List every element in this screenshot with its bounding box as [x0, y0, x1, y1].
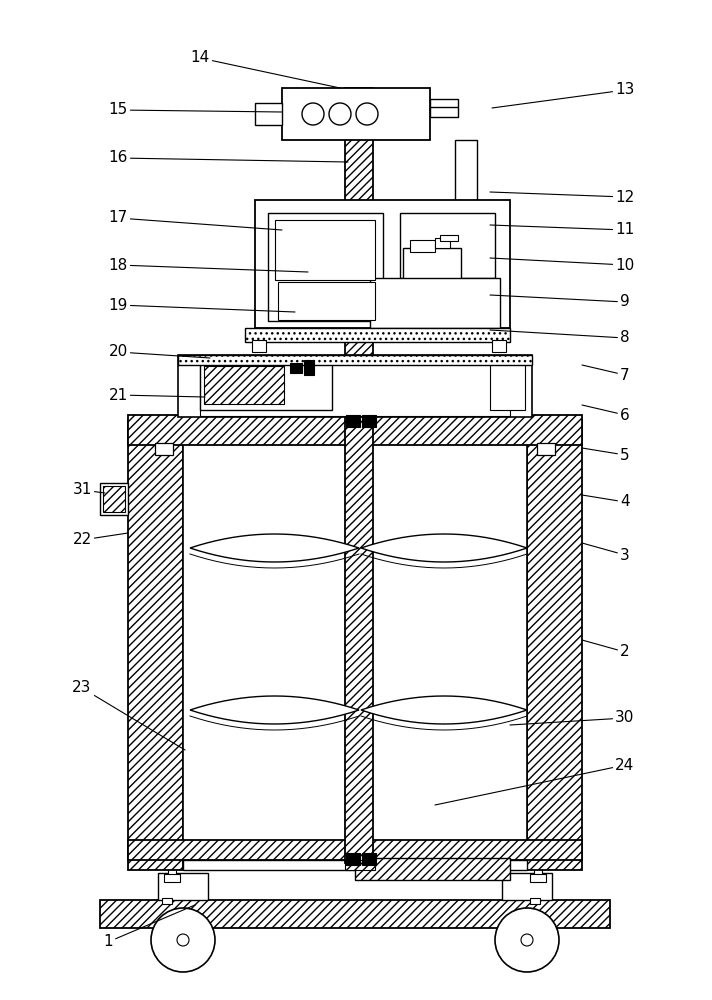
- Text: 7: 7: [582, 365, 630, 382]
- Bar: [537, 443, 555, 455]
- Bar: [200, 362, 332, 410]
- Bar: [534, 868, 542, 878]
- Text: 17: 17: [108, 211, 282, 230]
- Text: 3: 3: [582, 543, 630, 562]
- Text: 8: 8: [490, 330, 630, 346]
- Bar: [345, 88, 373, 863]
- Polygon shape: [190, 696, 359, 724]
- Bar: [345, 860, 375, 870]
- Polygon shape: [190, 534, 359, 562]
- Bar: [370, 278, 500, 328]
- Bar: [290, 363, 302, 373]
- Circle shape: [356, 103, 378, 125]
- Text: 4: 4: [582, 494, 630, 510]
- Bar: [178, 355, 532, 365]
- Bar: [502, 873, 552, 900]
- Text: 24: 24: [435, 758, 634, 805]
- Bar: [128, 840, 582, 860]
- Text: 2: 2: [582, 640, 630, 660]
- Bar: [168, 868, 176, 878]
- Polygon shape: [361, 534, 527, 562]
- Bar: [304, 360, 314, 375]
- Bar: [458, 245, 474, 277]
- Bar: [128, 415, 582, 445]
- Polygon shape: [361, 696, 527, 724]
- Bar: [158, 873, 208, 900]
- Bar: [527, 420, 582, 870]
- Bar: [204, 366, 284, 404]
- Bar: [162, 898, 172, 904]
- Circle shape: [302, 103, 324, 125]
- Bar: [282, 88, 430, 140]
- Bar: [255, 103, 282, 125]
- Bar: [490, 362, 525, 410]
- Bar: [450, 275, 482, 290]
- Bar: [164, 874, 180, 882]
- Text: 23: 23: [73, 680, 185, 750]
- Circle shape: [151, 908, 215, 972]
- Bar: [530, 898, 540, 904]
- Bar: [155, 443, 173, 455]
- Bar: [128, 420, 183, 870]
- Bar: [492, 340, 506, 352]
- Bar: [103, 486, 125, 512]
- Text: 6: 6: [582, 405, 630, 422]
- Bar: [450, 225, 482, 245]
- Bar: [403, 248, 461, 280]
- Text: 21: 21: [108, 387, 205, 402]
- Bar: [100, 483, 128, 515]
- Text: 15: 15: [108, 103, 282, 117]
- Bar: [400, 213, 495, 278]
- Bar: [255, 200, 510, 328]
- Bar: [268, 213, 383, 321]
- Circle shape: [495, 908, 559, 972]
- Bar: [200, 358, 510, 416]
- Text: 13: 13: [492, 83, 634, 108]
- Text: 20: 20: [108, 344, 210, 360]
- Text: 11: 11: [490, 223, 634, 237]
- Bar: [355, 858, 510, 880]
- Bar: [278, 282, 375, 320]
- Text: 22: 22: [73, 532, 128, 548]
- Text: 31: 31: [73, 483, 105, 497]
- Text: 10: 10: [490, 257, 634, 272]
- Bar: [275, 220, 375, 280]
- Bar: [100, 900, 610, 928]
- Text: 19: 19: [108, 298, 295, 312]
- Bar: [410, 240, 435, 252]
- Bar: [346, 415, 360, 427]
- Circle shape: [521, 934, 533, 946]
- Bar: [346, 853, 360, 865]
- Circle shape: [329, 103, 351, 125]
- Bar: [252, 340, 266, 352]
- Bar: [430, 99, 458, 117]
- Bar: [362, 853, 376, 865]
- Bar: [183, 860, 527, 870]
- Circle shape: [177, 934, 189, 946]
- Text: 9: 9: [490, 294, 630, 310]
- Bar: [183, 420, 527, 870]
- Bar: [362, 415, 376, 427]
- Text: 18: 18: [108, 257, 308, 272]
- Bar: [455, 140, 477, 230]
- Bar: [435, 238, 450, 248]
- Text: 14: 14: [190, 50, 340, 88]
- Text: 5: 5: [582, 448, 630, 462]
- Bar: [245, 328, 510, 342]
- Text: 30: 30: [510, 710, 634, 726]
- Text: 12: 12: [490, 190, 634, 205]
- Text: 1: 1: [103, 905, 195, 950]
- Bar: [178, 355, 532, 417]
- Text: 16: 16: [108, 150, 348, 165]
- Bar: [440, 235, 458, 241]
- Bar: [530, 874, 546, 882]
